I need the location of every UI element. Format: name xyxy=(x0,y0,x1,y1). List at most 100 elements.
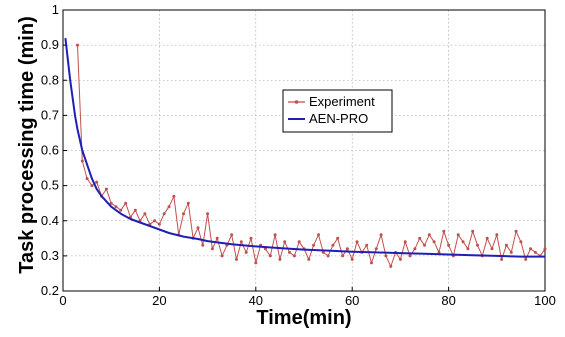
data-point-experiment xyxy=(297,240,301,244)
y-tick-label: 0.8 xyxy=(41,72,59,87)
data-point-experiment xyxy=(543,247,547,251)
data-point-experiment xyxy=(162,212,166,216)
data-point-experiment xyxy=(273,233,277,237)
x-axis-title: Time(min) xyxy=(256,307,351,329)
data-point-experiment xyxy=(500,257,504,261)
data-point-experiment xyxy=(466,247,470,251)
y-tick-label: 0.6 xyxy=(41,143,59,158)
x-tick-label: 40 xyxy=(249,293,263,308)
data-point-experiment xyxy=(239,240,243,244)
data-point-experiment xyxy=(389,264,393,268)
legend-box xyxy=(282,89,393,133)
data-point-experiment xyxy=(292,254,296,258)
y-tick-label: 0.2 xyxy=(41,283,59,298)
data-point-experiment xyxy=(495,233,499,237)
data-point-experiment xyxy=(442,229,446,233)
data-point-experiment xyxy=(288,250,291,254)
y-tick-label: 0.5 xyxy=(41,178,59,193)
data-point-experiment xyxy=(519,240,523,244)
y-axis-title: Task processing time (min) xyxy=(16,16,38,273)
legend-label-experiment: Experiment xyxy=(309,94,375,109)
data-point-experiment xyxy=(85,177,89,181)
data-point-experiment xyxy=(490,247,494,251)
x-tick-label: 20 xyxy=(152,293,166,308)
data-point-experiment xyxy=(418,236,422,240)
legend-label-aen-pro: AEN-PRO xyxy=(309,111,368,126)
y-tick-label: 0.4 xyxy=(41,213,59,228)
data-point-experiment xyxy=(471,229,475,233)
data-point-experiment xyxy=(244,250,248,254)
x-tick-labels: 0 20 40 60 80 100 xyxy=(59,293,555,308)
legend: Experiment AEN-PRO xyxy=(282,89,393,133)
data-point-experiment xyxy=(326,254,330,258)
data-point-experiment xyxy=(379,233,383,237)
data-point-experiment xyxy=(76,43,79,47)
data-point-experiment xyxy=(398,257,402,261)
data-point-experiment xyxy=(104,187,108,191)
data-point-experiment xyxy=(95,180,99,184)
data-point-experiment xyxy=(384,254,388,258)
data-point-experiment xyxy=(278,257,282,261)
data-point-experiment xyxy=(307,257,311,261)
data-point-experiment xyxy=(370,261,373,265)
data-point-experiment xyxy=(206,212,210,216)
data-point-experiment xyxy=(254,261,258,265)
series-lines xyxy=(64,37,547,268)
data-point-experiment xyxy=(109,201,113,205)
x-tick-label: 80 xyxy=(441,293,455,308)
data-point-experiment xyxy=(167,205,171,209)
data-point-experiment xyxy=(172,194,176,198)
data-point-experiment xyxy=(514,229,518,233)
data-point-experiment xyxy=(235,257,238,261)
data-point-experiment xyxy=(533,250,537,254)
data-point-experiment xyxy=(432,240,436,244)
data-point-experiment xyxy=(312,243,316,247)
data-point-experiment xyxy=(355,240,359,244)
data-point-experiment xyxy=(529,247,532,251)
y-tick-label: 0.3 xyxy=(41,248,59,263)
data-point-experiment xyxy=(437,250,441,254)
data-point-experiment xyxy=(196,226,200,230)
data-point-experiment xyxy=(509,250,513,254)
data-point-experiment xyxy=(331,243,335,247)
data-point-experiment xyxy=(341,254,345,258)
data-point-experiment xyxy=(143,212,147,216)
data-point-experiment xyxy=(153,219,157,223)
data-point-experiment xyxy=(374,247,378,251)
data-point-experiment xyxy=(90,184,94,188)
data-point-experiment xyxy=(321,250,325,254)
data-point-experiment xyxy=(504,243,508,247)
data-point-experiment xyxy=(423,243,426,247)
data-point-experiment xyxy=(201,243,205,247)
x-tick-label: 0 xyxy=(59,293,66,308)
plot-area-frame xyxy=(62,9,546,292)
data-point-experiment xyxy=(249,236,253,240)
data-point-experiment xyxy=(476,243,479,247)
data-point-experiment xyxy=(182,212,185,216)
data-point-experiment xyxy=(447,243,451,247)
data-point-experiment xyxy=(485,236,489,240)
data-point-experiment xyxy=(157,222,161,226)
data-point-experiment xyxy=(210,247,214,251)
data-point-experiment xyxy=(350,257,354,261)
data-point-experiment xyxy=(268,254,272,258)
data-point-experiment xyxy=(365,243,369,247)
y-tick-label: 0.7 xyxy=(41,107,59,122)
data-point-experiment xyxy=(119,208,123,212)
series-line-aen-pro xyxy=(64,37,545,258)
series-line-experiment xyxy=(77,45,546,267)
legend-marker-experiment xyxy=(294,100,299,104)
data-point-experiment xyxy=(114,205,118,209)
data-point-experiment xyxy=(427,233,431,237)
data-point-experiment xyxy=(408,254,412,258)
data-point-experiment xyxy=(230,233,234,237)
y-tick-labels: 0.2 0.3 0.4 0.5 0.6 0.7 0.8 0.9 1 xyxy=(41,2,59,298)
data-point-experiment xyxy=(336,236,340,240)
data-point-experiment xyxy=(215,236,219,240)
data-point-experiment xyxy=(317,233,320,237)
data-point-experiment xyxy=(220,254,224,258)
data-point-experiment xyxy=(80,159,84,163)
data-point-experiment xyxy=(461,240,465,244)
